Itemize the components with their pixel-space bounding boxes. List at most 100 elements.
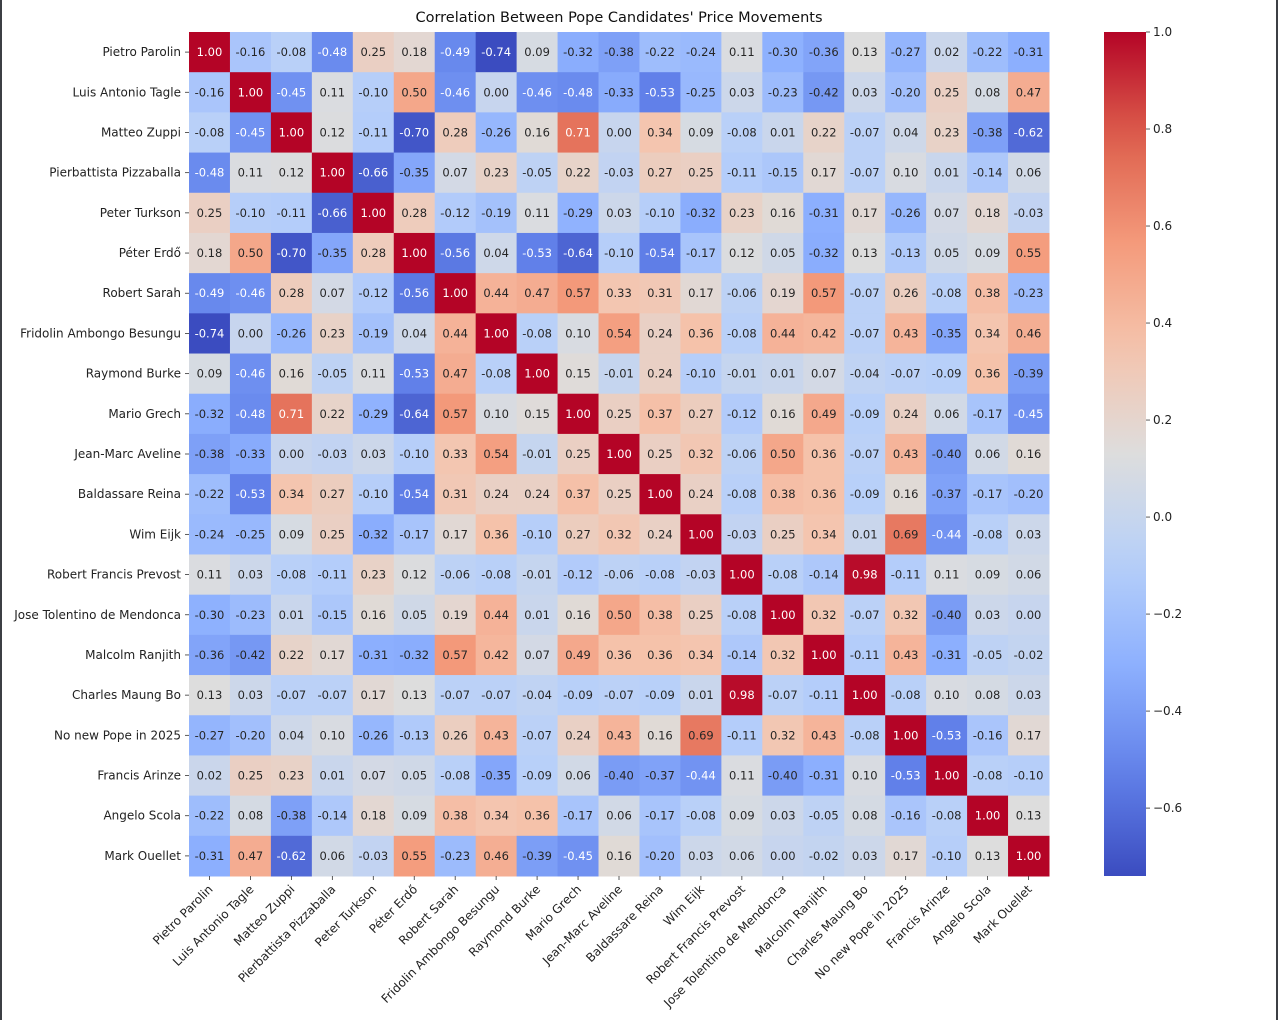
heatmap-cell [1008, 433, 1050, 475]
cell-value-label: -0.70 [399, 125, 429, 139]
cell-value-label: 1.00 [483, 326, 509, 340]
heatmap-cell [352, 152, 395, 194]
heatmap-cell [803, 715, 845, 756]
heatmap-cell [557, 192, 600, 234]
heatmap-cell [762, 675, 804, 716]
cell-value-label: -0.08 [195, 125, 225, 139]
cell-value-label: 0.38 [442, 809, 468, 823]
heatmap-cell [844, 232, 886, 274]
heatmap-cell [475, 474, 518, 515]
heatmap-cell [557, 835, 600, 877]
cell-value-label: 0.50 [770, 447, 796, 461]
cell-value-label: 0.12 [401, 568, 427, 582]
heatmap-cell [598, 835, 640, 877]
row-label: Robert Sarah [103, 286, 181, 300]
heatmap-cell [721, 112, 763, 154]
cell-value-label: 0.16 [524, 125, 550, 139]
cell-value-label: -0.07 [604, 688, 634, 702]
cell-value-label: 0.26 [893, 286, 919, 300]
heatmap-cell [311, 232, 354, 274]
cell-value-label: -0.31 [809, 206, 839, 220]
cell-value-label: 0.16 [770, 206, 796, 220]
heatmap-cell [1008, 393, 1050, 435]
heatmap-cell [721, 474, 763, 515]
cell-value-label: 0.15 [524, 407, 550, 421]
cell-value-label: -0.01 [522, 447, 552, 461]
heatmap-cell [393, 474, 436, 515]
cell-value-label: 0.13 [975, 849, 1001, 863]
cell-value-label: -0.56 [399, 286, 429, 300]
heatmap-cell [967, 835, 1009, 877]
heatmap-cell [189, 353, 231, 395]
heatmap-cell [680, 72, 722, 113]
cell-value-label: -0.16 [891, 809, 921, 823]
heatmap-cell [189, 835, 231, 877]
heatmap-cell [721, 353, 763, 395]
cell-value-label: -0.10 [358, 487, 388, 501]
cell-value-label: 0.34 [688, 648, 714, 662]
heatmap-cell [557, 675, 600, 716]
cell-value-label: -0.19 [481, 206, 511, 220]
colorbar-tick-label: 0.0 [1153, 510, 1172, 524]
cell-value-label: -0.26 [276, 326, 306, 340]
heatmap-cell [926, 192, 968, 234]
heatmap-cell [557, 72, 600, 113]
colorbar-tick-label: −0.2 [1153, 607, 1182, 621]
heatmap-cell [926, 353, 968, 395]
cell-value-label: 0.24 [483, 487, 509, 501]
heatmap-cell [967, 313, 1009, 355]
heatmap-cell [434, 755, 477, 797]
heatmap-cell [434, 514, 477, 555]
heatmap-cell [598, 514, 640, 555]
cell-value-label: -0.08 [276, 45, 306, 59]
heatmap-cell [229, 675, 272, 716]
cell-value-label: 0.69 [688, 728, 714, 742]
heatmap-cell [229, 192, 272, 234]
cell-value-label: 0.03 [238, 688, 264, 702]
heatmap-cell [311, 474, 354, 515]
cell-value-label: 0.17 [688, 286, 714, 300]
cell-value-label: -0.38 [604, 45, 634, 59]
cell-value-label: -0.26 [481, 125, 511, 139]
cell-value-label: -0.23 [440, 849, 470, 863]
cell-value-label: 0.55 [401, 849, 427, 863]
heatmap-cell [639, 835, 681, 877]
cell-value-label: -0.25 [686, 85, 716, 99]
heatmap-cell [557, 152, 600, 194]
cell-value-label: 1.00 [811, 648, 837, 662]
cell-value-label: -0.45 [1014, 407, 1044, 421]
heatmap-cell [721, 433, 763, 475]
cell-value-label: 0.50 [606, 608, 632, 622]
cell-value-label: -0.08 [891, 688, 921, 702]
cell-value-label: 0.10 [565, 326, 591, 340]
heatmap-cell [352, 715, 395, 756]
cell-value-label: 0.17 [360, 688, 386, 702]
heatmap-cell [229, 514, 272, 555]
heatmap-cell [598, 393, 640, 435]
cell-value-label: 0.02 [934, 45, 960, 59]
heatmap-cell [967, 795, 1009, 837]
heatmap-cell [803, 192, 845, 234]
cell-value-label: -0.08 [481, 568, 511, 582]
heatmap-cell [680, 433, 722, 475]
heatmap-cell [516, 795, 559, 837]
heatmap-cell [967, 554, 1009, 596]
cell-value-label: -0.10 [645, 206, 675, 220]
heatmap-cell [967, 112, 1009, 154]
heatmap-cell [352, 112, 395, 154]
heatmap-cell [393, 393, 436, 435]
cell-value-label: -0.64 [399, 407, 429, 421]
heatmap-cell [680, 594, 722, 636]
heatmap-cell [598, 795, 640, 837]
heatmap-cell [803, 755, 845, 797]
heatmap-cell [434, 232, 477, 274]
heatmap-cell [967, 715, 1009, 756]
cell-value-label: -0.64 [563, 246, 593, 260]
heatmap-cell [680, 634, 722, 676]
heatmap-cell [598, 594, 640, 636]
cell-value-label: -0.53 [645, 85, 675, 99]
heatmap-cell [844, 393, 886, 435]
cell-value-label: 0.47 [238, 849, 264, 863]
